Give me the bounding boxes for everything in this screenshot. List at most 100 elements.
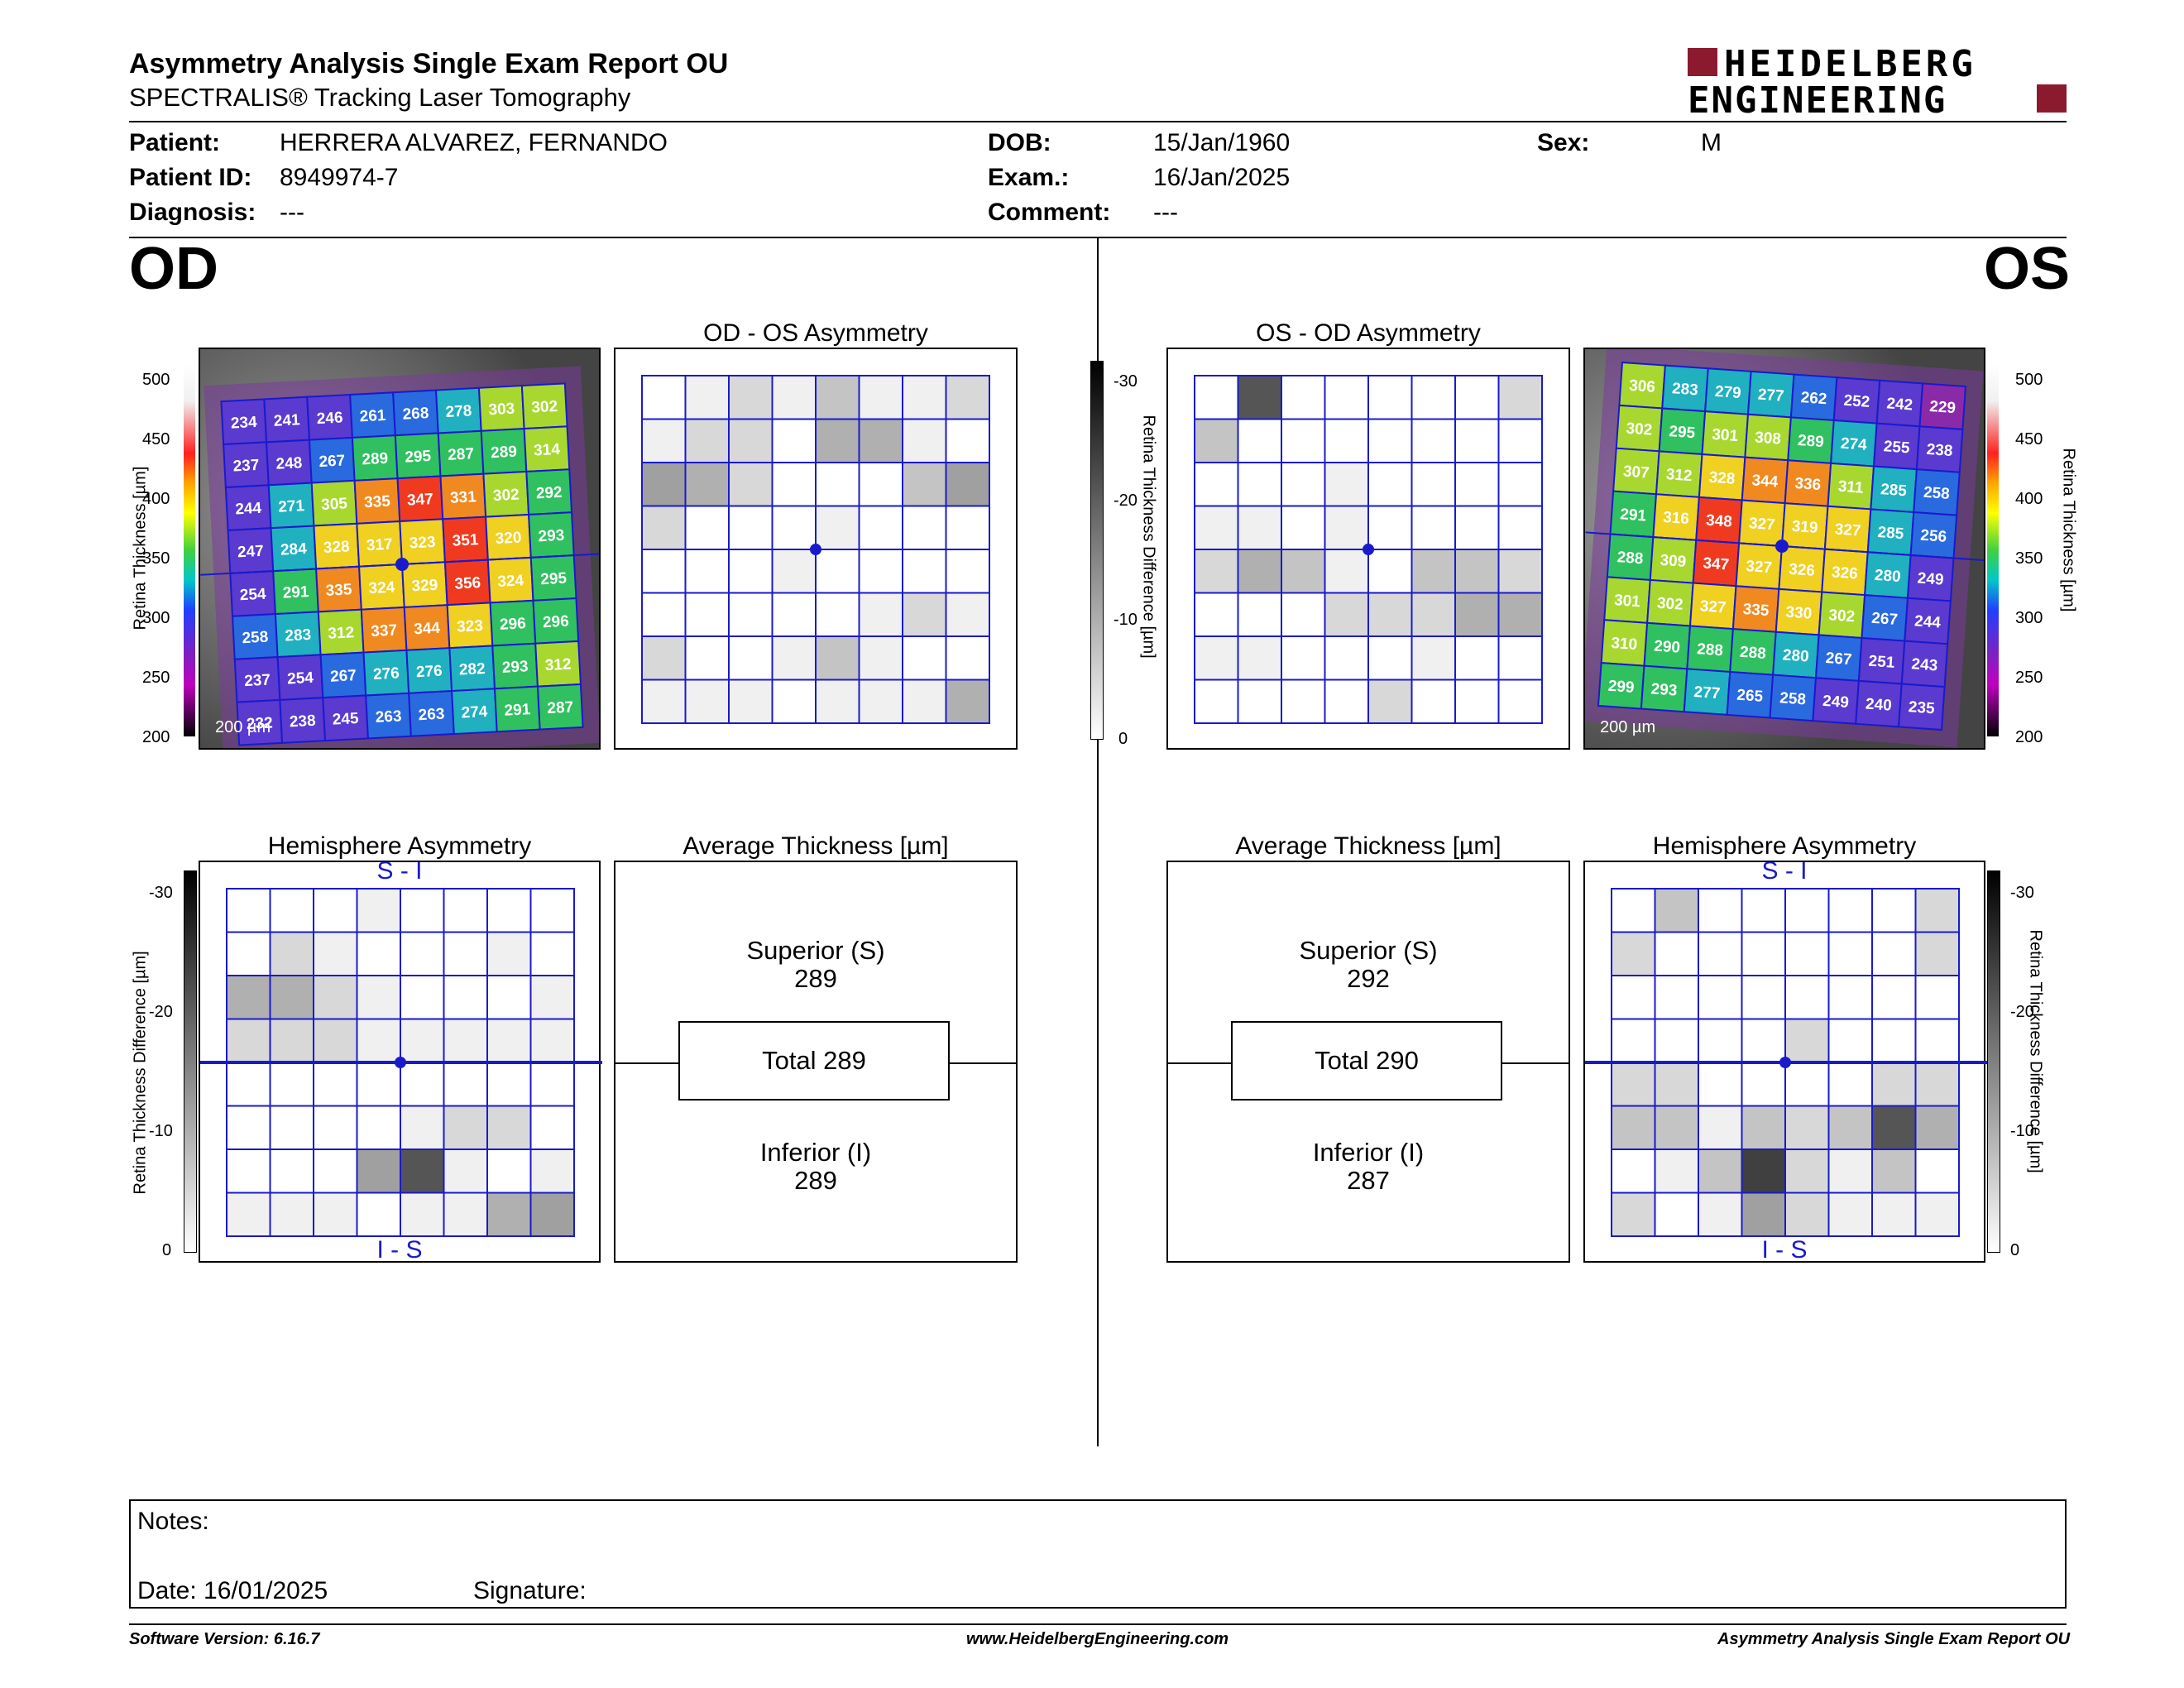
asym-cell xyxy=(400,931,445,976)
os-fundus-image: 306 283 279 277 262 252 242 229 302 295 301 308 289 2… xyxy=(1583,348,1985,750)
asym-cell xyxy=(1784,931,1830,976)
asym-cell xyxy=(1410,418,1456,463)
thickness-value: 302 xyxy=(1626,420,1653,439)
od-inferior-value: 289 xyxy=(794,1166,837,1195)
fovea-marker xyxy=(395,1057,406,1068)
od-scale-bar: 200 µm xyxy=(215,718,271,736)
thickness-value: 285 xyxy=(1880,481,1908,500)
asym-cell xyxy=(1871,888,1917,933)
asym-cell xyxy=(269,1149,314,1194)
od-hemi-grid xyxy=(200,888,602,1237)
asym-cell xyxy=(1410,375,1456,420)
sex-label: Sex: xyxy=(1537,129,1590,156)
asym-cell xyxy=(226,931,271,976)
thickness-value: 308 xyxy=(1754,429,1781,448)
asym-cell xyxy=(1194,375,1239,420)
thickness-value: 280 xyxy=(1782,646,1809,665)
thickness-value: 267 xyxy=(1871,610,1899,629)
thickness-value: 319 xyxy=(1791,518,1818,537)
asym-cell xyxy=(226,1149,271,1194)
thickness-value: 284 xyxy=(280,540,308,559)
asym-cell xyxy=(1611,888,1656,933)
od-avg-title: Average Thickness [µm] xyxy=(682,832,949,860)
asym-cell xyxy=(815,418,860,463)
asym-cell xyxy=(1367,679,1413,724)
asym-cell xyxy=(313,931,358,976)
od-hemi-title: Hemisphere Asymmetry xyxy=(267,832,532,860)
thickness-value: 243 xyxy=(1911,655,1938,674)
asym-cell xyxy=(1237,679,1282,724)
asym-cell xyxy=(945,375,990,420)
thickness-value: 312 xyxy=(328,624,355,643)
asym-cell xyxy=(1281,635,1326,681)
asym-cell xyxy=(945,592,990,637)
asym-cell xyxy=(1784,1062,1830,1107)
fovea-marker xyxy=(395,558,409,571)
asym-cell xyxy=(529,931,575,976)
asym-cell xyxy=(1698,1149,1743,1194)
asym-cell xyxy=(1914,931,1960,976)
asym-cell xyxy=(1237,418,1282,463)
asym-cell xyxy=(1194,549,1239,594)
asym-cell xyxy=(1784,1149,1830,1194)
thickness-value: 287 xyxy=(448,445,475,464)
asym-cell xyxy=(771,549,817,594)
thickness-value: 282 xyxy=(458,660,486,679)
asym-cell xyxy=(269,1018,314,1063)
asym-cell xyxy=(1914,1018,1960,1063)
asym-cell xyxy=(1194,418,1239,463)
od-hemi-colorbar xyxy=(184,870,197,1253)
asym-cell xyxy=(356,975,401,1020)
asym-cell xyxy=(1497,592,1543,637)
asym-cell xyxy=(1324,592,1369,637)
asym-cell xyxy=(1827,1192,1873,1237)
asym-cell xyxy=(1194,635,1239,681)
thickness-value: 323 xyxy=(409,534,436,553)
asym-cell xyxy=(1497,418,1543,463)
asym-cell xyxy=(728,418,774,463)
asym-cell xyxy=(1194,592,1239,637)
thickness-value: 326 xyxy=(1788,561,1815,580)
asym-cell xyxy=(313,888,358,933)
asym-cell xyxy=(313,1062,358,1107)
thickness-value: 283 xyxy=(1671,380,1698,399)
asym-cell xyxy=(269,1192,314,1237)
asym-cell xyxy=(313,975,358,1020)
asym-cell xyxy=(1784,1018,1830,1063)
od-hemi-panel xyxy=(199,861,602,1263)
asym-cell xyxy=(486,1062,532,1107)
thickness-value: 262 xyxy=(1800,389,1827,408)
thickness-value: 258 xyxy=(1923,484,1950,503)
asym-cell xyxy=(1654,888,1699,933)
asym-cell xyxy=(356,1192,401,1237)
asym-cell xyxy=(684,679,730,724)
asym-cell xyxy=(529,1192,575,1237)
thickness-value: 324 xyxy=(368,578,395,597)
asym-cell xyxy=(1454,592,1500,637)
asym-cell xyxy=(400,1149,445,1194)
footer-website[interactable]: www.HeidelbergEngineering.com xyxy=(966,1630,1229,1648)
asym-cell xyxy=(1654,931,1699,976)
asym-cell xyxy=(443,1105,488,1150)
asym-cell xyxy=(815,462,860,507)
asym-cell xyxy=(443,1062,488,1107)
thickness-value: 251 xyxy=(1868,653,1896,672)
asym-cell xyxy=(641,418,687,463)
thickness-value: 323 xyxy=(457,617,484,636)
thickness-value: 289 xyxy=(1797,432,1824,451)
os-label: OS xyxy=(1984,236,2071,302)
thickness-value: 344 xyxy=(1751,472,1779,491)
asym-cell xyxy=(1914,1105,1960,1150)
thickness-value: 232 xyxy=(246,714,273,733)
asym-cell xyxy=(1611,1018,1656,1063)
thickness-value: 274 xyxy=(461,703,488,722)
thickness-value: 337 xyxy=(371,621,398,640)
asym-cell xyxy=(486,1149,532,1194)
thickness-value: 299 xyxy=(1607,678,1635,697)
asym-cell xyxy=(443,975,488,1020)
thickness-value: 237 xyxy=(232,457,260,476)
asym-cell xyxy=(815,375,860,420)
os-hemi-colorbar xyxy=(1987,870,2000,1253)
asym-cell xyxy=(771,505,817,550)
asym-cell xyxy=(1194,462,1239,507)
